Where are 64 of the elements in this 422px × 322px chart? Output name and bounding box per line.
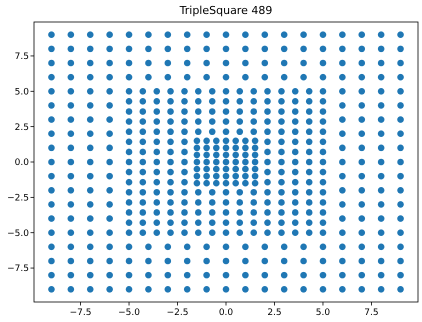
- x-tick-label: −2.5: [166, 308, 188, 318]
- point: [222, 180, 230, 187]
- point: [222, 144, 230, 152]
- point: [194, 137, 200, 144]
- point: [232, 144, 239, 152]
- point: [232, 180, 239, 187]
- point: [222, 152, 230, 158]
- point: [203, 166, 210, 172]
- x-tick-label: 2.5: [267, 308, 282, 318]
- point: [222, 158, 230, 166]
- point: [252, 180, 258, 187]
- point: [203, 172, 210, 180]
- point: [232, 152, 239, 158]
- point: [203, 180, 210, 187]
- x-tick-label: −7.5: [70, 308, 92, 318]
- point: [232, 137, 239, 144]
- point: [252, 152, 258, 158]
- point: [242, 152, 249, 158]
- point: [222, 172, 230, 180]
- x-tick-label: 0.0: [218, 308, 234, 318]
- point: [213, 172, 220, 180]
- point: [252, 172, 258, 180]
- y-tick-label: −5.0: [7, 228, 30, 239]
- point: [203, 144, 210, 152]
- point: [222, 137, 230, 144]
- point: [242, 137, 249, 144]
- point: [232, 166, 239, 172]
- point: [213, 166, 220, 172]
- point: [242, 144, 249, 152]
- point: [194, 144, 200, 152]
- point: [222, 166, 230, 172]
- point: [242, 172, 249, 180]
- point: [252, 144, 258, 152]
- x-tick-label: 5.0: [316, 308, 330, 318]
- point: [213, 137, 220, 144]
- chart-title: TripleSquare 489: [178, 4, 272, 17]
- point: [203, 137, 210, 144]
- y-tick-label: 7.5: [14, 52, 29, 62]
- point: [213, 144, 220, 152]
- point: [213, 152, 220, 158]
- point: [203, 158, 210, 166]
- point: [194, 172, 200, 180]
- point: [242, 158, 249, 166]
- point: [252, 137, 258, 144]
- point: [242, 166, 249, 172]
- point: [213, 158, 220, 166]
- x-tick-label: 7.5: [364, 308, 379, 318]
- point: [203, 152, 210, 158]
- y-tick-label: 2.5: [14, 122, 29, 133]
- point: [232, 158, 239, 166]
- point: [242, 180, 249, 187]
- point: [194, 152, 200, 158]
- point: [213, 180, 220, 187]
- x-tick-label: −5.0: [118, 308, 140, 318]
- point: [194, 166, 200, 172]
- point: [232, 172, 239, 180]
- y-tick-label: 0.0: [14, 158, 30, 168]
- point: [252, 166, 258, 172]
- point: [252, 158, 258, 166]
- point: [194, 158, 200, 166]
- y-tick-label: −2.5: [7, 194, 29, 204]
- y-tick-label: 5.0: [14, 87, 30, 98]
- y-tick-label: −7.5: [7, 264, 29, 274]
- point: [194, 180, 200, 187]
